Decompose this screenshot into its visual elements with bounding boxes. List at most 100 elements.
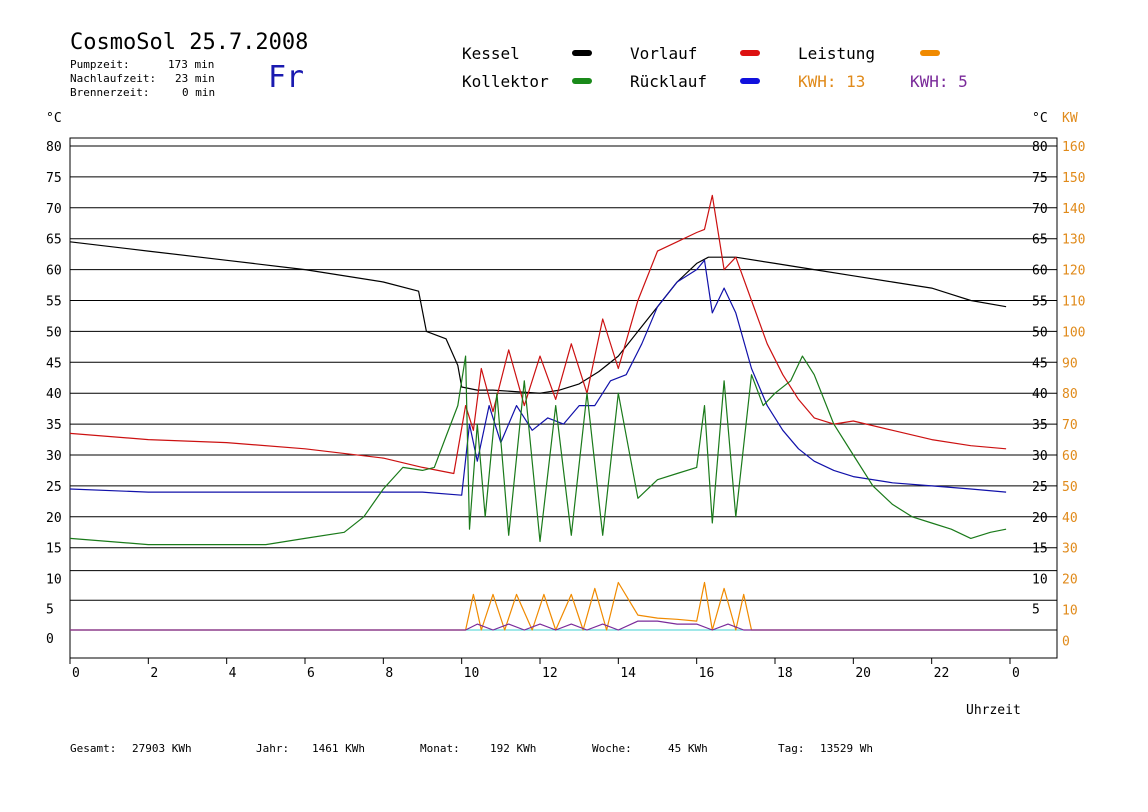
legend-vorlauf-swatch: [740, 50, 760, 56]
y-tick-right: 50: [1032, 325, 1048, 340]
legend-leistung-swatch: [920, 50, 940, 56]
gridlines: [70, 145, 1057, 631]
footer-week-label: Woche:: [592, 742, 632, 755]
footer-day-value: 13529 Wh: [820, 742, 873, 755]
legend-ruecklauf-label: Rücklauf: [630, 72, 708, 91]
y-tick-left: 25: [46, 480, 62, 495]
y-tick-kw: 0: [1062, 634, 1070, 649]
y-tick-kw: 80: [1062, 387, 1078, 402]
x-tick-label: 12: [542, 666, 558, 681]
y-tick-right: 20: [1032, 511, 1048, 526]
x-tick-label: 6: [307, 666, 315, 681]
y-axis-unit-kw: KW: [1062, 111, 1078, 126]
y-tick-right-power: 10: [1032, 573, 1048, 588]
legend-ruecklauf-swatch: [740, 78, 760, 84]
series-r-cklauf: [69, 259, 1007, 496]
series-kollektor: [69, 355, 1007, 546]
footer-total-value: 27903 KWh: [132, 742, 192, 755]
footer-year-label: Jahr:: [256, 742, 290, 755]
footer-month-value: 192 KWh: [490, 742, 537, 755]
weekday-label: Fr: [268, 60, 305, 95]
y-tick-left: 55: [46, 295, 62, 310]
footer-week-value: 45 KWh: [668, 742, 708, 755]
y-tick-left: 40: [46, 387, 62, 402]
footer-total-label: Gesamt:: [70, 742, 117, 755]
y-tick-right: 80: [1032, 140, 1048, 155]
y-tick-right: 75: [1032, 171, 1048, 186]
y-tick-right: 65: [1032, 233, 1048, 248]
footer-month-label: Monat:: [420, 742, 460, 755]
footer-year-value: 1461 KWh: [312, 742, 365, 755]
legend-kollektor-swatch: [572, 78, 592, 84]
y-tick-left: 35: [46, 418, 62, 433]
x-tick-label: 0: [1012, 666, 1020, 681]
x-axis-label: Uhrzeit: [966, 703, 1021, 718]
x-tick-label: 0: [72, 666, 80, 681]
series-kessel: [69, 241, 1007, 394]
y-tick-left: 70: [46, 202, 62, 217]
legend-vorlauf-label: Vorlauf: [630, 44, 698, 63]
y-tick-kw: 50: [1062, 480, 1078, 495]
x-tick-label: 2: [150, 666, 158, 681]
y-tick-kw: 70: [1062, 418, 1078, 433]
x-tick-label: 22: [934, 666, 950, 681]
x-tick-label: 4: [229, 666, 237, 681]
y-tick-right: 25: [1032, 480, 1048, 495]
afterrun-time-label: Nachlaufzeit:: [70, 72, 157, 85]
series-leistung: [70, 581, 1010, 631]
y-tick-kw: 90: [1062, 356, 1078, 371]
y-tick-left: 65: [46, 233, 62, 248]
y-tick-left: 20: [46, 511, 62, 526]
burner-time-label: Brennerzeit:: [70, 86, 150, 99]
y-tick-right: 35: [1032, 418, 1048, 433]
y-tick-kw: 100: [1062, 325, 1085, 340]
pump-time-label: Pumpzeit:: [70, 58, 130, 71]
y-tick-left: 60: [46, 264, 62, 279]
x-tick-label: 10: [464, 666, 480, 681]
series-kwh-5: [70, 620, 1010, 631]
y-tick-left: 15: [46, 542, 62, 557]
y-tick-right-power: 5: [1032, 602, 1040, 617]
y-tick-kw: 110: [1062, 295, 1085, 310]
y-tick-right: 60: [1032, 264, 1048, 279]
y-tick-kw: 20: [1062, 573, 1078, 588]
y-tick-left: 75: [46, 171, 62, 186]
chart-title: CosmoSol 25.7.2008: [70, 30, 309, 55]
y-tick-kw: 150: [1062, 171, 1085, 186]
series-lines: [69, 194, 1010, 631]
x-tick-label: 16: [699, 666, 715, 681]
y-tick-right: 45: [1032, 356, 1048, 371]
y-tick-left-power: 10: [46, 573, 62, 588]
footer-day-label: Tag:: [778, 742, 805, 755]
plot-frame: [69, 137, 1058, 659]
y-tick-left: 50: [46, 325, 62, 340]
y-tick-left-power: 5: [46, 602, 54, 617]
y-tick-kw: 40: [1062, 511, 1078, 526]
y-tick-right: 15: [1032, 542, 1048, 557]
y-tick-kw: 130: [1062, 233, 1085, 248]
y-tick-left: 80: [46, 140, 62, 155]
legend-kessel-label: Kessel: [462, 44, 520, 63]
y-tick-left-power: 0: [46, 632, 54, 647]
y-tick-right: 40: [1032, 387, 1048, 402]
x-tick-label: 8: [385, 666, 393, 681]
y-tick-kw: 30: [1062, 542, 1078, 557]
y-tick-left: 30: [46, 449, 62, 464]
y-tick-kw: 160: [1062, 140, 1085, 155]
y-tick-kw: 10: [1062, 604, 1078, 619]
x-tick-label: 20: [855, 666, 871, 681]
y-tick-right: 70: [1032, 202, 1048, 217]
afterrun-time-value: 23 min: [175, 72, 215, 85]
y-tick-left: 45: [46, 356, 62, 371]
y-tick-kw: 60: [1062, 449, 1078, 464]
legend-kwh-orange: KWH: 13: [798, 72, 866, 91]
y-axis-unit-left: °C: [46, 111, 62, 126]
x-tick-label: 18: [777, 666, 793, 681]
y-tick-right: 55: [1032, 295, 1048, 310]
burner-time-value: 0 min: [182, 86, 216, 99]
legend-kollektor-label: Kollektor: [462, 72, 549, 91]
legend-kwh-purple: KWH: 5: [910, 72, 968, 91]
pump-time-value: 173 min: [168, 58, 215, 71]
y-tick-right: 30: [1032, 449, 1048, 464]
